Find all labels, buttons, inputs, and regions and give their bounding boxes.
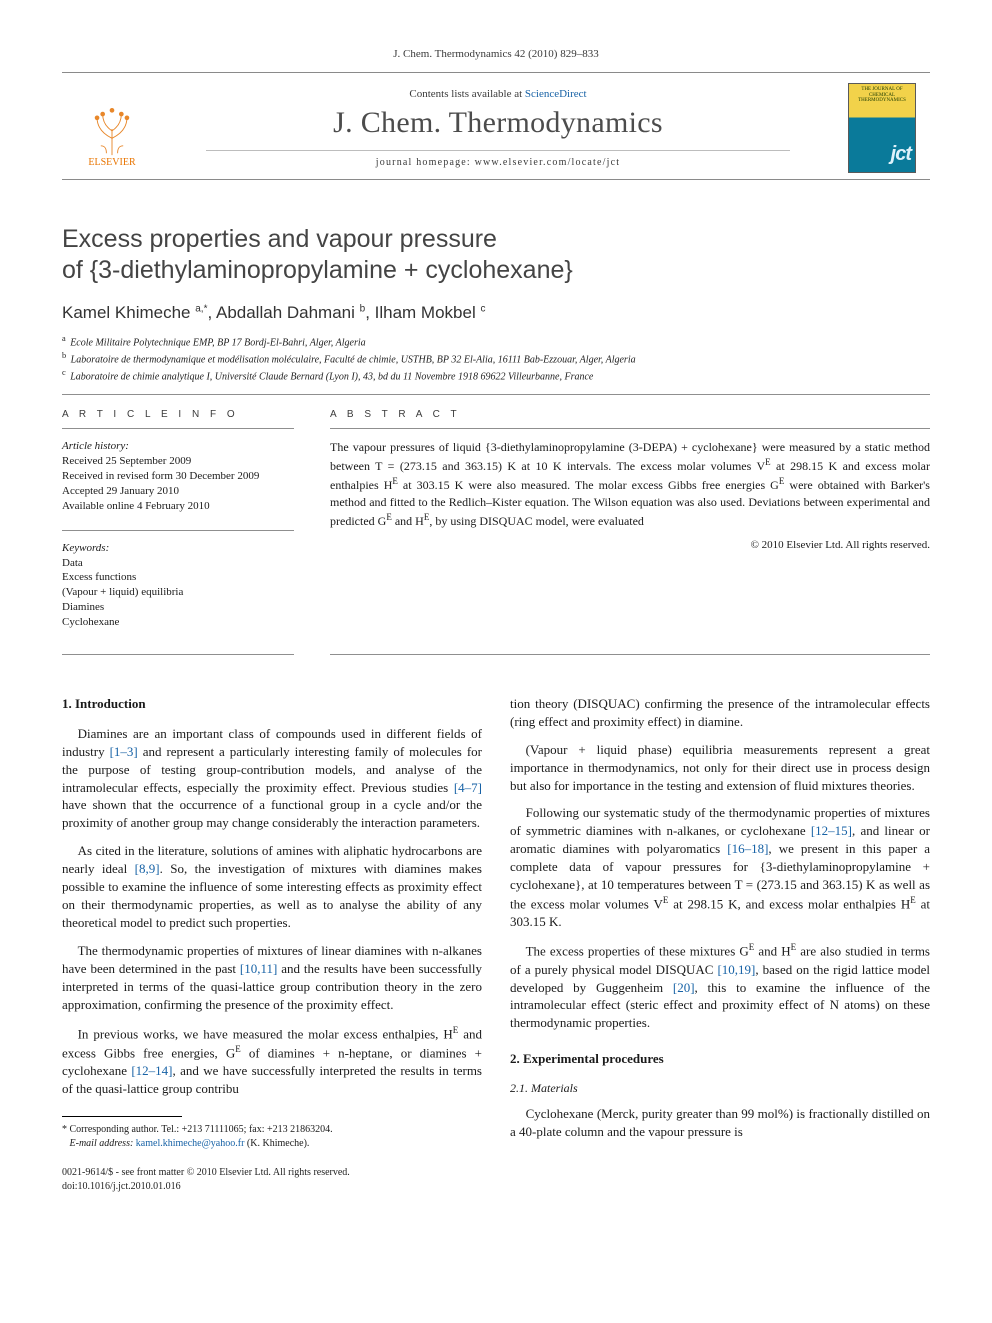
abstract-label: A B S T R A C T	[330, 409, 930, 420]
divider	[330, 428, 930, 429]
doi-line: doi:10.1016/j.jct.2010.01.016	[62, 1180, 482, 1194]
history-item: Accepted 29 January 2010	[62, 484, 294, 499]
paragraph: tion theory (DISQUAC) confirming the pre…	[510, 695, 930, 731]
paragraph: Cyclohexane (Merck, purity greater than …	[510, 1105, 930, 1141]
cover-title: THE JOURNAL OF CHEMICAL THERMODYNAMICS	[849, 84, 915, 107]
keywords-heading: Keywords:	[62, 541, 294, 556]
affiliation-c: c Laboratoire de chimie analytique I, Un…	[62, 367, 930, 384]
page-footer-meta: 0021-9614/$ - see front matter © 2010 El…	[62, 1166, 482, 1193]
contents-prefix: Contents lists available at	[409, 88, 524, 100]
keyword: (Vapour + liquid) equilibria	[62, 585, 294, 600]
history-heading: Article history:	[62, 439, 294, 454]
affiliations: a Ecole Militaire Polytechnique EMP, BP …	[62, 333, 930, 385]
journal-name: J. Chem. Thermodynamics	[166, 106, 830, 140]
sciencedirect-link[interactable]: ScienceDirect	[525, 88, 587, 100]
section-heading-intro: 1. Introduction	[62, 695, 482, 713]
abstract-copyright: © 2010 Elsevier Ltd. All rights reserved…	[330, 539, 930, 551]
journal-masthead: ELSEVIER Contents lists available at Sci…	[62, 72, 930, 180]
paragraph: Following our systematic study of the th…	[510, 804, 930, 931]
publisher-mark: ELSEVIER	[88, 157, 135, 168]
abstract-text: The vapour pressures of liquid {3-diethy…	[330, 439, 930, 529]
article-history: Article history: Received 25 September 2…	[62, 439, 294, 513]
keyword: Cyclohexane	[62, 615, 294, 630]
info-abstract-row: A R T I C L E I N F O Article history: R…	[62, 409, 930, 645]
affiliation-b: b Laboratoire de thermodynamique et modé…	[62, 350, 930, 367]
title-line-2: of {3-diethylaminopropylamine + cyclohex…	[62, 256, 573, 284]
author-list: Kamel Khimeche a,*, Abdallah Dahmani b, …	[62, 303, 930, 323]
front-matter-line: 0021-9614/$ - see front matter © 2010 El…	[62, 1166, 482, 1180]
paragraph: The excess properties of these mixtures …	[510, 941, 930, 1032]
keywords-block: Keywords: Data Excess functions (Vapour …	[62, 541, 294, 630]
journal-homepage-line: journal homepage: www.elsevier.com/locat…	[206, 150, 790, 168]
body-two-column: 1. Introduction Diamines are an importan…	[62, 695, 930, 1193]
divider	[62, 394, 930, 395]
keyword: Excess functions	[62, 570, 294, 585]
paragraph: In previous works, we have measured the …	[62, 1024, 482, 1098]
email-attribution: (K. Khimeche).	[247, 1138, 309, 1149]
elsevier-tree-icon	[84, 101, 140, 157]
paragraph: As cited in the literature, solutions of…	[62, 842, 482, 932]
history-item: Received in revised form 30 December 200…	[62, 469, 294, 484]
divider	[62, 428, 294, 429]
running-head: J. Chem. Thermodynamics 42 (2010) 829–83…	[62, 48, 930, 60]
keyword: Data	[62, 556, 294, 571]
history-item: Available online 4 February 2010	[62, 499, 294, 514]
paragraph: The thermodynamic properties of mixtures…	[62, 942, 482, 1014]
divider	[62, 530, 294, 531]
section-heading-experimental: 2. Experimental procedures	[510, 1050, 930, 1068]
keyword: Diamines	[62, 600, 294, 615]
footnote-divider	[62, 1116, 182, 1117]
masthead-center: Contents lists available at ScienceDirec…	[166, 88, 830, 168]
page: J. Chem. Thermodynamics 42 (2010) 829–83…	[0, 0, 992, 1233]
elsevier-logo: ELSEVIER	[76, 88, 148, 168]
journal-cover-thumb: THE JOURNAL OF CHEMICAL THERMODYNAMICS j…	[848, 83, 916, 173]
abstract-column: A B S T R A C T The vapour pressures of …	[330, 409, 930, 645]
footnote-block: * Corresponding author. Tel.: +213 71111…	[62, 1116, 482, 1193]
paragraph: Diamines are an important class of compo…	[62, 725, 482, 833]
affiliation-a: a Ecole Militaire Polytechnique EMP, BP …	[62, 333, 930, 350]
title-line-1: Excess properties and vapour pressure	[62, 225, 497, 253]
footnote-line: * Corresponding author. Tel.: +213 71111…	[62, 1123, 482, 1137]
subsection-heading-materials: 2.1. Materials	[510, 1080, 930, 1097]
contents-lists-line: Contents lists available at ScienceDirec…	[166, 88, 830, 100]
paragraph: (Vapour + liquid phase) equilibria measu…	[510, 741, 930, 795]
article-info-label: A R T I C L E I N F O	[62, 409, 294, 420]
history-item: Received 25 September 2009	[62, 454, 294, 469]
corresponding-author-footnote: * Corresponding author. Tel.: +213 71111…	[62, 1123, 482, 1150]
footnote-email-line: E-mail address: kamel.khimeche@yahoo.fr …	[62, 1137, 482, 1151]
corresponding-email-link[interactable]: kamel.khimeche@yahoo.fr	[136, 1138, 245, 1149]
article-info-column: A R T I C L E I N F O Article history: R…	[62, 409, 294, 645]
divider-row	[62, 654, 930, 655]
cover-mark: jct	[891, 143, 911, 166]
article-title: Excess properties and vapour pressure of…	[62, 224, 930, 287]
email-label: E-mail address:	[70, 1138, 134, 1149]
